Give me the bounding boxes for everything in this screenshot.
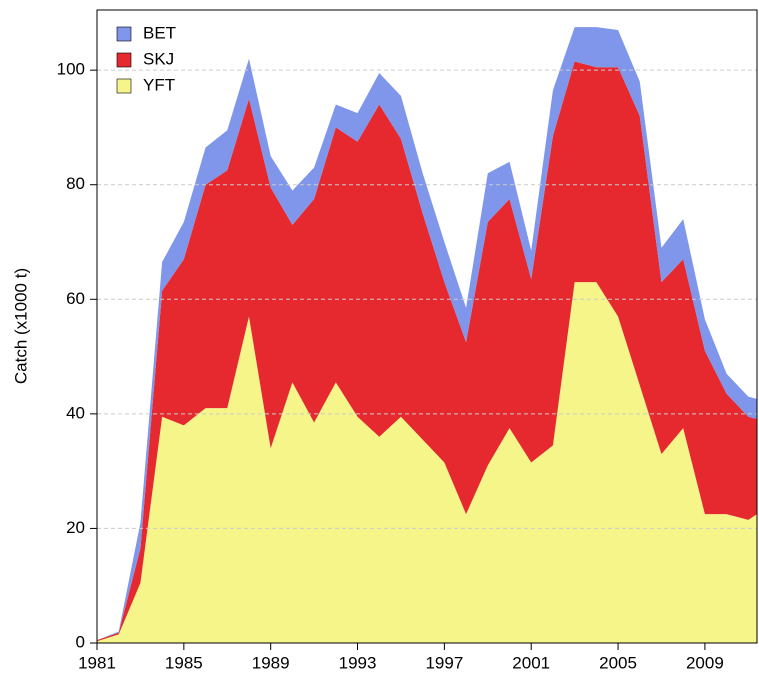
y-tick-label: 100 — [57, 60, 85, 79]
plot-frame — [96, 9, 758, 644]
legend-label: YFT — [143, 75, 175, 94]
legend-label: SKJ — [143, 49, 174, 68]
x-tick-label: 2001 — [512, 653, 550, 672]
x-tick-label: 1997 — [425, 653, 463, 672]
legend-swatch — [116, 26, 132, 42]
y-tick-label: 60 — [66, 289, 85, 308]
y-tick-label: 0 — [76, 632, 85, 651]
y-tick-label: 20 — [66, 518, 85, 537]
x-tick-label: 2009 — [686, 653, 724, 672]
x-tick-label: 1993 — [339, 653, 377, 672]
plot-area — [97, 27, 757, 643]
y-tick-label: 80 — [66, 174, 85, 193]
y-axis-label: Catch (x1000 t) — [11, 268, 30, 384]
area — [97, 61, 757, 642]
x-tick-label: 2005 — [599, 653, 637, 672]
legend-swatch — [116, 52, 132, 68]
legend-label: BET — [143, 23, 176, 42]
x-tick-label: 1989 — [252, 653, 290, 672]
x-tick-label: 1981 — [78, 653, 116, 672]
area — [97, 282, 757, 643]
x-tick-label: 1985 — [165, 653, 203, 672]
legend-swatch — [116, 78, 132, 94]
y-tick-label: 40 — [66, 403, 85, 422]
